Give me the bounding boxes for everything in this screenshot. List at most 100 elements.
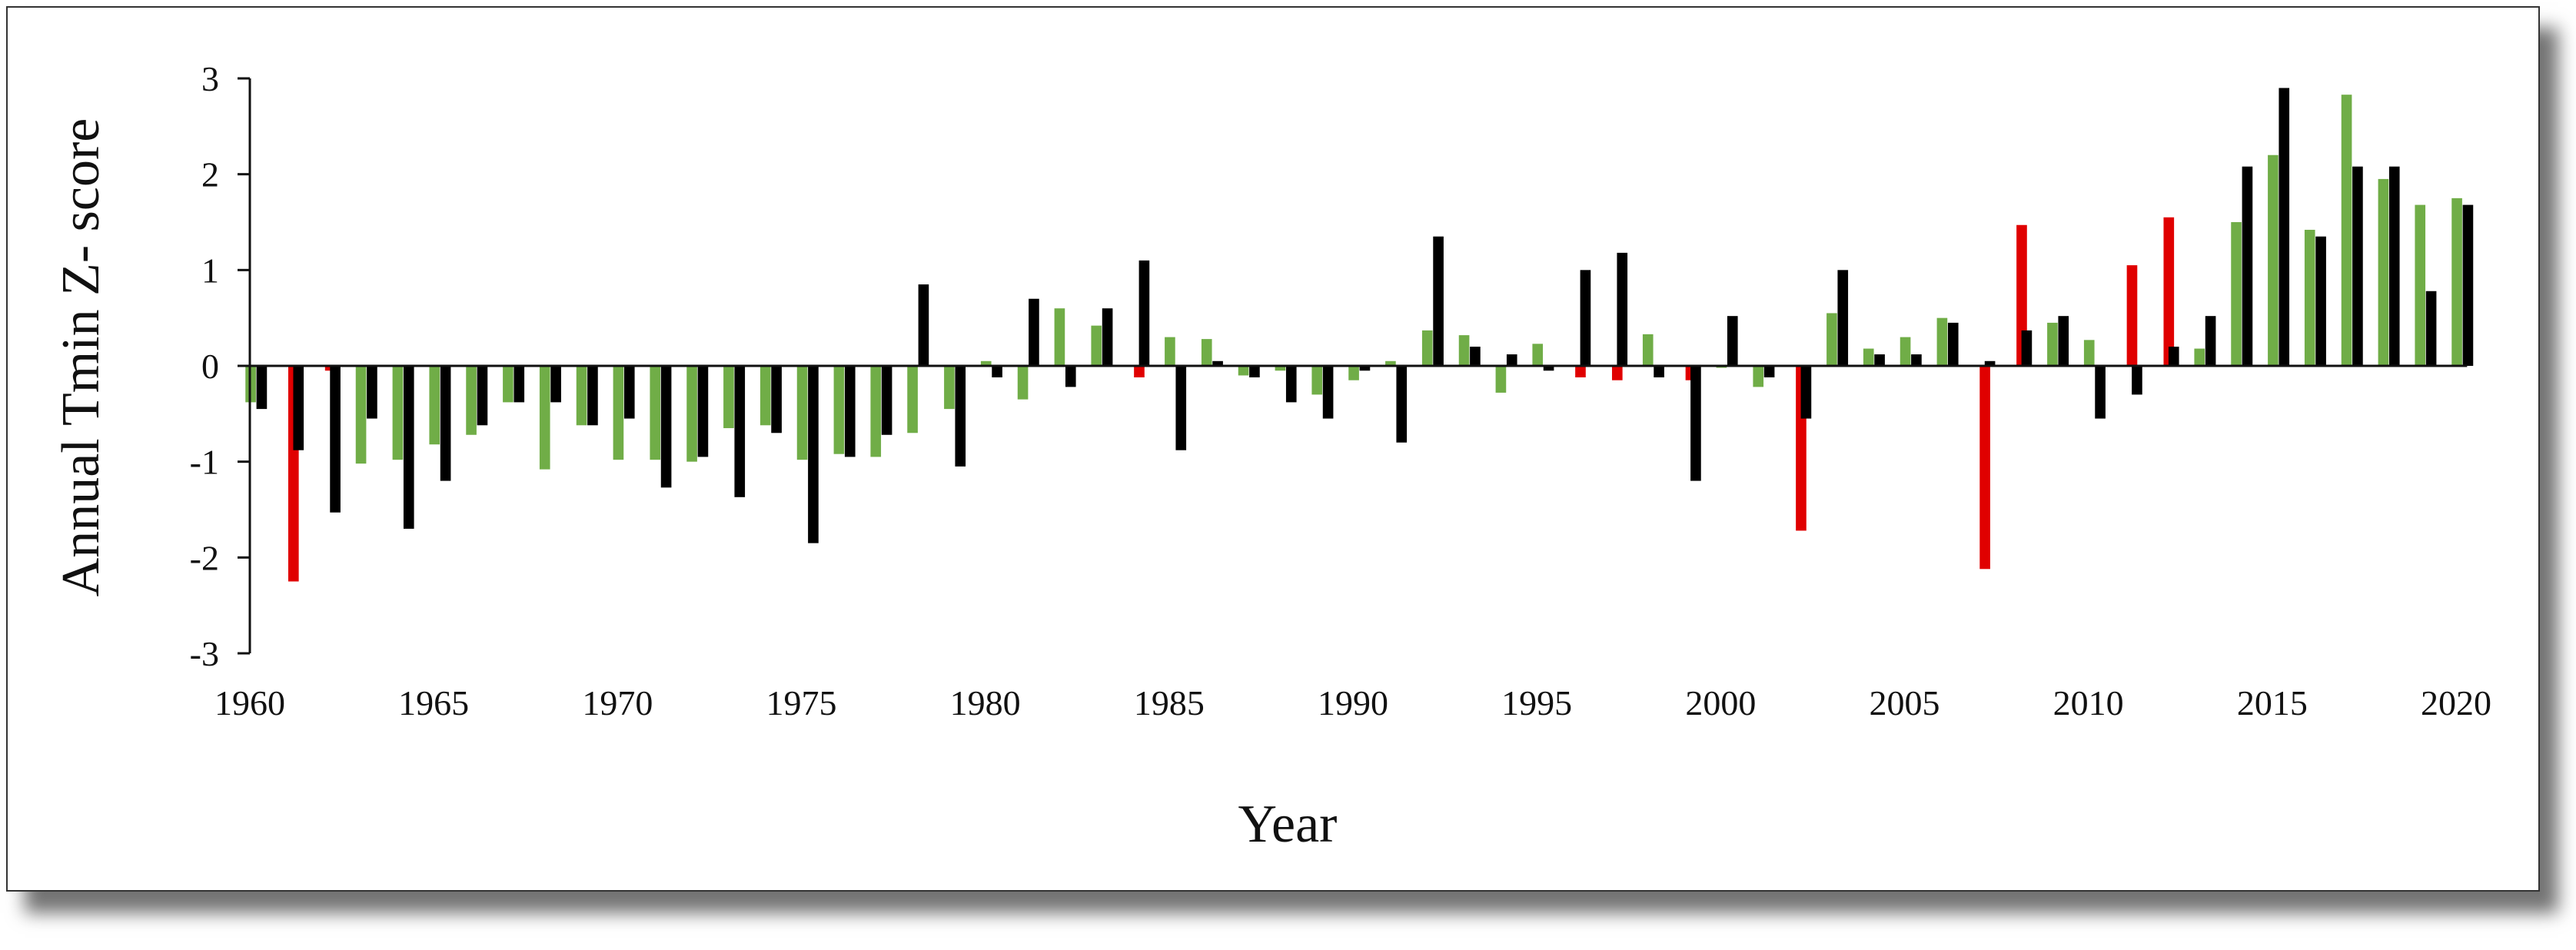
bar (1091, 325, 1102, 366)
bars-layer (245, 88, 2474, 582)
bar (1175, 366, 1187, 450)
bar (514, 366, 525, 403)
bar (466, 366, 477, 435)
bar (1690, 366, 1701, 481)
bar (2205, 316, 2216, 366)
bar (2388, 166, 2400, 366)
bar (980, 360, 992, 366)
bar (2132, 366, 2142, 395)
bar (1800, 366, 1812, 419)
bar (760, 366, 771, 426)
bar (2021, 330, 2033, 366)
bar (1753, 366, 1764, 387)
bar (1201, 339, 1212, 366)
bar (2047, 322, 2058, 366)
bar (440, 366, 451, 481)
bar (1348, 366, 1359, 380)
bar (1532, 344, 1544, 366)
bar (355, 366, 367, 464)
bar (2168, 347, 2179, 366)
bar (1826, 313, 1837, 366)
x-tick-label: 1965 (398, 683, 469, 722)
bar (1102, 308, 1113, 366)
x-tick-label: 1975 (766, 683, 837, 722)
bar (2163, 217, 2175, 366)
y-tick-label: 0 (201, 347, 219, 386)
bar (1433, 236, 1444, 366)
bar (1936, 317, 1948, 366)
x-tick-label: 2010 (2053, 683, 2124, 722)
bar (1470, 347, 1481, 366)
x-tick-label: 1960 (214, 683, 285, 722)
bar (539, 366, 550, 470)
bar (944, 366, 955, 410)
bar (429, 366, 440, 445)
bar (796, 366, 808, 460)
bar (771, 366, 782, 433)
bar (1165, 337, 1175, 366)
bar (907, 366, 918, 433)
bar (1458, 335, 1470, 366)
y-tick-label: -1 (190, 443, 219, 482)
bar (1911, 354, 1922, 366)
bar (2231, 222, 2242, 366)
bar (2451, 198, 2462, 366)
x-tick-label: 2005 (1870, 683, 1940, 722)
bar (367, 366, 377, 419)
bar (1275, 366, 1286, 371)
y-tick-label: -2 (190, 538, 219, 577)
bar (1017, 366, 1029, 400)
bar (2279, 88, 2290, 366)
bar (2378, 178, 2389, 366)
bar (477, 366, 488, 426)
bar (660, 366, 672, 488)
bar (2415, 204, 2426, 366)
bar (1311, 366, 1323, 395)
bar (330, 366, 341, 513)
bar (1580, 270, 1591, 366)
bar (1359, 366, 1371, 371)
bar (2242, 166, 2253, 366)
chart-frame: 3 2 1 0 -1 -2 -3 1960 1965 1970 1975 1980 1985 1990 1… (6, 6, 2540, 892)
bar (881, 366, 892, 435)
bar (2341, 95, 2352, 367)
bar (650, 366, 661, 460)
bar (1984, 360, 1996, 366)
bar (1212, 360, 1223, 366)
bar (2126, 265, 2138, 366)
bar (697, 366, 709, 457)
bar (1575, 366, 1586, 377)
x-tick-label: 1985 (1134, 683, 1205, 722)
bar (870, 366, 882, 457)
bar (1238, 366, 1249, 376)
bar (1285, 366, 1297, 403)
bar (403, 366, 414, 529)
bar (1617, 252, 1628, 366)
bar (1396, 366, 1408, 443)
bar (1763, 366, 1775, 377)
bar (503, 366, 514, 403)
bar (1979, 366, 1990, 570)
x-tick-label: 2000 (1685, 683, 1756, 722)
bar (2304, 229, 2315, 366)
bar (2268, 154, 2279, 366)
bar (2058, 316, 2069, 366)
bar (1421, 330, 1433, 366)
bar (1863, 348, 1874, 366)
x-tick-label: 1980 (950, 683, 1021, 722)
y-ticks: 3 2 1 0 -1 -2 -3 (190, 59, 250, 673)
bar (550, 366, 561, 403)
x-axis-label: Year (1238, 795, 1338, 854)
x-tick-label: 1990 (1318, 683, 1388, 722)
bar (1385, 360, 1396, 366)
bar (1611, 366, 1623, 380)
y-axis-label: Annual Tmin Z- score (52, 118, 111, 597)
bar (723, 366, 734, 429)
bar (1543, 366, 1554, 371)
bar (2095, 366, 2106, 419)
bar (734, 366, 746, 497)
bar (992, 366, 1002, 377)
bar (2083, 340, 2095, 366)
bar (1495, 366, 1507, 393)
